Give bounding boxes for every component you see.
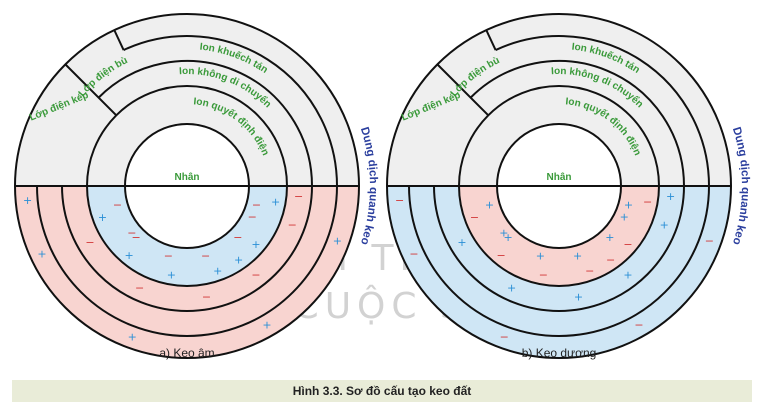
upper-half-fill <box>15 14 359 186</box>
inner-sign: − <box>201 250 210 263</box>
inner-sign: + <box>499 226 508 239</box>
fixed-layer-sign: + <box>98 211 107 224</box>
outer-sign: − <box>705 235 714 248</box>
diffuse-sign: − <box>135 282 144 295</box>
fixed-layer-sign: + <box>251 238 260 251</box>
inner-sign: − <box>131 231 140 244</box>
outer-sign: + <box>23 194 32 207</box>
inner-sign: + <box>624 199 633 212</box>
fixed-layer-sign: + <box>125 249 134 262</box>
fixed-layer-sign: + <box>167 269 176 282</box>
outer-sign: + <box>333 235 342 248</box>
label-solution: Dung dịch quanh keo <box>358 126 379 247</box>
inner-sign: − <box>233 231 242 244</box>
fixed-layer-sign: − <box>497 249 506 262</box>
inner-sign: + <box>485 199 494 212</box>
separator-double-layer <box>64 63 117 116</box>
inner-sign: + <box>605 231 614 244</box>
outer-sign: + <box>37 248 46 261</box>
diffuse-sign: − <box>288 218 297 231</box>
diffuse-sign: − <box>294 190 303 203</box>
ring-boundary-diffuse-lower <box>408 185 710 337</box>
ring-boundary-fixed-lower <box>61 185 313 312</box>
separator-double-layer <box>436 63 489 116</box>
diffuse-sign: + <box>457 236 466 249</box>
diffuse-sign: − <box>202 290 211 303</box>
figure-caption: Hình 3.3. Sơ đồ cấu tạo keo đất <box>12 380 752 402</box>
ring-boundary-diffuse-lower <box>36 185 338 337</box>
inner-sign: − <box>252 199 261 212</box>
fixed-layer-sign: + <box>271 196 280 209</box>
label-solution: Dung dịch quanh keo <box>730 126 751 247</box>
diffuse-sign: + <box>660 218 669 231</box>
outer-sign: − <box>634 319 643 332</box>
inner-sign: + <box>620 210 629 223</box>
fixed-layer-sign: − <box>585 265 594 278</box>
inner-sign: − <box>113 199 122 212</box>
label-core: Nhân <box>547 172 572 183</box>
inner-sign: + <box>536 250 545 263</box>
fixed-layer-sign: − <box>606 254 615 267</box>
inner-sign: − <box>248 210 257 223</box>
fixed-layer-sign: + <box>213 265 222 278</box>
outer-sign: − <box>395 194 404 207</box>
diffuse-sign: + <box>574 290 583 303</box>
fixed-layer-sign: − <box>623 238 632 251</box>
diffuse-sign: + <box>507 282 516 295</box>
fixed-layer-sign: − <box>643 196 652 209</box>
diffuse-sign: − <box>251 268 260 281</box>
inner-sign: + <box>573 250 582 263</box>
diffuse-sign: + <box>666 190 675 203</box>
separator-compensating-layer <box>113 29 125 51</box>
separator-compensating-layer <box>485 29 497 51</box>
inner-sign: − <box>127 226 136 239</box>
label-core: Nhân <box>175 172 200 183</box>
fixed-layer-sign: − <box>470 211 479 224</box>
diffuse-sign: + <box>623 268 632 281</box>
sub-caption: a) Keo âm <box>159 346 214 360</box>
ring-boundary-diffuse-upper <box>495 35 710 187</box>
ring-boundary-diffuse-upper <box>123 35 338 187</box>
upper-half-fill <box>387 14 731 186</box>
diffuse-sign: − <box>85 236 94 249</box>
fixed-layer-sign: + <box>234 254 243 267</box>
outer-sign: + <box>128 330 137 343</box>
ring-boundary-fixed-upper <box>469 60 685 187</box>
ring-boundary-fixed-lower <box>433 185 685 312</box>
fixed-layer-sign: − <box>539 269 548 282</box>
outer-sign: + <box>262 319 271 332</box>
sub-caption: b) Keo dương <box>522 346 597 360</box>
outer-sign: − <box>409 248 418 261</box>
inner-sign: − <box>164 250 173 263</box>
inner-sign: + <box>503 231 512 244</box>
outer-sign: − <box>500 330 509 343</box>
ring-boundary-fixed-upper <box>97 60 313 187</box>
